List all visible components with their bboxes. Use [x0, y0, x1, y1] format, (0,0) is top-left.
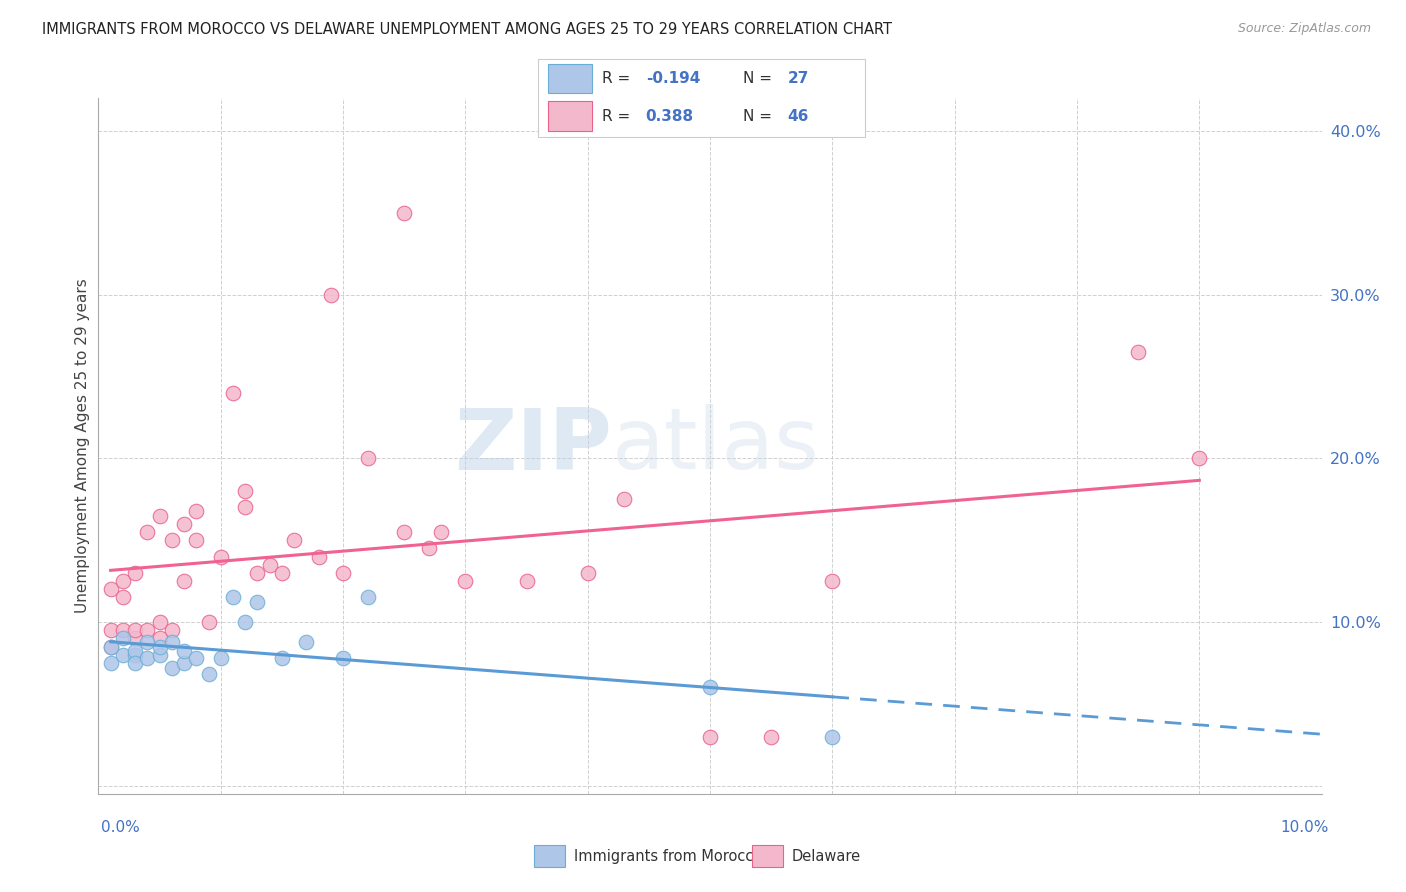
FancyBboxPatch shape: [548, 102, 592, 131]
Point: [699, 730, 721, 744]
Text: 46: 46: [787, 109, 808, 124]
Point: [1188, 451, 1211, 466]
Point: [392, 205, 416, 219]
Point: [124, 648, 146, 662]
Text: Immigrants from Morocco: Immigrants from Morocco: [574, 849, 762, 863]
Point: [197, 667, 219, 681]
Text: atlas: atlas: [612, 404, 820, 488]
Text: ZIP: ZIP: [454, 404, 612, 488]
Point: [356, 591, 378, 605]
Point: [160, 661, 183, 675]
Point: [149, 508, 172, 523]
Point: [699, 681, 721, 695]
Point: [111, 648, 134, 662]
Point: [821, 730, 844, 744]
Text: N =: N =: [744, 70, 778, 86]
Point: [136, 623, 159, 637]
Text: Source: ZipAtlas.com: Source: ZipAtlas.com: [1237, 22, 1371, 36]
Point: [124, 566, 146, 580]
Point: [111, 632, 134, 646]
Point: [233, 615, 256, 629]
Point: [209, 549, 232, 564]
Point: [100, 582, 122, 597]
Point: [100, 656, 122, 670]
Point: [136, 524, 159, 539]
Point: [283, 533, 305, 548]
Point: [186, 533, 208, 548]
Point: [759, 730, 782, 744]
Point: [149, 632, 172, 646]
Point: [392, 524, 416, 539]
Point: [100, 640, 122, 654]
Point: [124, 623, 146, 637]
Point: [111, 574, 134, 588]
Point: [124, 656, 146, 670]
Point: [209, 651, 232, 665]
Point: [149, 615, 172, 629]
Text: 0.0%: 0.0%: [101, 821, 141, 835]
Point: [124, 644, 146, 658]
Point: [173, 656, 195, 670]
Point: [111, 591, 134, 605]
Point: [233, 500, 256, 515]
Point: [160, 634, 183, 648]
Point: [332, 651, 354, 665]
Point: [270, 566, 292, 580]
Text: R =: R =: [602, 70, 636, 86]
FancyBboxPatch shape: [537, 59, 865, 136]
Y-axis label: Unemployment Among Ages 25 to 29 years: Unemployment Among Ages 25 to 29 years: [75, 278, 90, 614]
Text: R =: R =: [602, 109, 636, 124]
Point: [246, 566, 269, 580]
Point: [136, 634, 159, 648]
Text: N =: N =: [744, 109, 778, 124]
FancyBboxPatch shape: [548, 63, 592, 93]
Point: [222, 385, 245, 400]
Text: 0.388: 0.388: [645, 109, 693, 124]
Point: [173, 516, 195, 531]
Point: [100, 623, 122, 637]
Text: 27: 27: [787, 70, 808, 86]
Point: [821, 574, 844, 588]
Point: [173, 574, 195, 588]
Point: [308, 549, 330, 564]
Point: [222, 591, 245, 605]
Point: [186, 503, 208, 517]
Point: [319, 287, 342, 301]
Point: [233, 483, 256, 498]
Point: [246, 595, 269, 609]
Point: [1128, 344, 1150, 359]
Point: [270, 651, 292, 665]
Point: [356, 451, 378, 466]
Point: [295, 634, 318, 648]
Point: [430, 524, 453, 539]
Text: 10.0%: 10.0%: [1281, 821, 1329, 835]
Point: [173, 644, 195, 658]
Text: Delaware: Delaware: [792, 849, 860, 863]
Point: [160, 533, 183, 548]
Point: [186, 651, 208, 665]
Point: [149, 640, 172, 654]
Point: [100, 640, 122, 654]
Point: [418, 541, 440, 556]
Point: [259, 558, 281, 572]
Point: [332, 566, 354, 580]
Point: [197, 615, 219, 629]
Point: [613, 492, 636, 507]
Text: IMMIGRANTS FROM MOROCCO VS DELAWARE UNEMPLOYMENT AMONG AGES 25 TO 29 YEARS CORRE: IMMIGRANTS FROM MOROCCO VS DELAWARE UNEM…: [42, 22, 893, 37]
Point: [160, 623, 183, 637]
Point: [576, 566, 599, 580]
Text: -0.194: -0.194: [645, 70, 700, 86]
Point: [111, 623, 134, 637]
Point: [454, 574, 477, 588]
Point: [149, 648, 172, 662]
Point: [136, 651, 159, 665]
Point: [124, 632, 146, 646]
Point: [516, 574, 538, 588]
